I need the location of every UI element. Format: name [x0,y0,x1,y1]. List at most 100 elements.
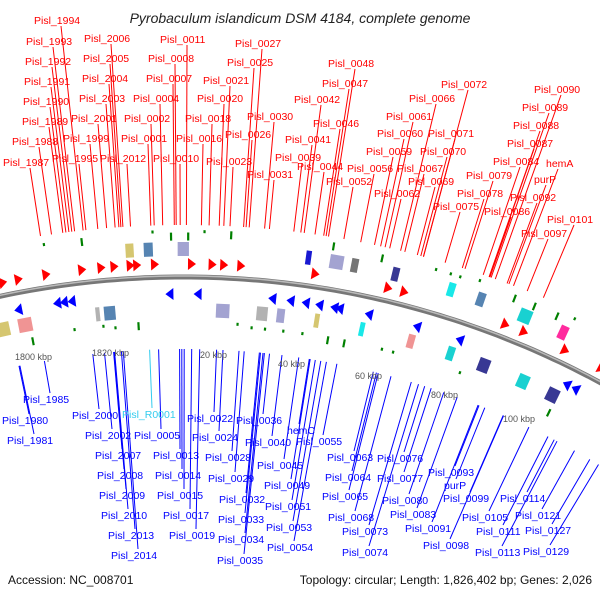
gene-label[interactable]: Pisl_0023 [206,156,252,168]
gene-label[interactable]: Pisl_0073 [342,526,388,538]
gene-label[interactable]: Pisl_0039 [275,152,321,164]
gene-label[interactable]: Pisl_0040 [245,437,291,449]
gene-label[interactable]: Pisl_0105 [462,512,508,524]
gene-label[interactable]: Pisl_0074 [342,547,388,559]
gene-label[interactable]: Pisl_0071 [428,128,474,140]
gene-label[interactable]: Pisl_0092 [510,192,556,204]
gene-label[interactable]: Pisl_0019 [169,530,215,542]
gene-label[interactable]: Pisl_0013 [153,450,199,462]
gene-label[interactable]: Pisl_0127 [525,525,571,537]
gene-label[interactable]: Pisl_2014 [111,550,157,562]
gene-label[interactable]: Pisl_2013 [108,530,154,542]
gene-label[interactable]: Pisl_0002 [124,113,170,125]
gene-label[interactable]: Pisl_0065 [322,491,368,503]
gene-label[interactable]: Pisl_0035 [217,555,263,567]
gene-label[interactable]: Pisl_0048 [328,58,374,70]
gene-label[interactable]: Pisl_R0001 [122,409,176,421]
gene-label[interactable]: Pisl_0114 [500,493,545,505]
gene-label[interactable]: Pisl_0111 [476,526,521,538]
gene-label[interactable]: Pisl_0070 [420,146,466,158]
gene-label[interactable]: Pisl_1985 [23,394,69,406]
gene-label[interactable]: Pisl_0079 [466,170,512,182]
gene-label[interactable]: Pisl_0055 [296,436,342,448]
gene-label[interactable]: Pisl_0051 [265,501,311,513]
gene-label[interactable]: Pisl_1990 [23,96,69,108]
gene-label[interactable]: Pisl_0089 [522,102,568,114]
gene-label[interactable]: Pisl_2002 [85,430,131,442]
gene-label[interactable]: Pisl_0018 [185,113,231,125]
gene-label[interactable]: Pisl_0062 [374,188,420,200]
gene-label[interactable]: Pisl_0053 [266,522,312,534]
gene-label[interactable]: purP [534,174,556,186]
gene-label[interactable]: Pisl_1988 [12,136,58,148]
gene-label[interactable]: Pisl_0016 [176,133,222,145]
gene-label[interactable]: Pisl_1991 [24,76,70,88]
gene-label[interactable]: Pisl_2007 [95,450,141,462]
gene-label[interactable]: Pisl_0014 [155,470,201,482]
gene-label[interactable]: Pisl_0024 [192,432,238,444]
gene-label[interactable]: Pisl_1999 [63,133,109,145]
gene-label[interactable]: Pisl_0059 [366,146,412,158]
gene-label[interactable]: hemA [546,158,573,170]
gene-label[interactable]: Pisl_0007 [146,73,192,85]
gene-label[interactable]: Pisl_1980 [2,415,48,427]
gene-label[interactable]: Pisl_2009 [99,490,145,502]
gene-label[interactable]: Pisl_0033 [218,514,264,526]
gene-label[interactable]: Pisl_0076 [377,453,423,465]
gene-label[interactable]: Pisl_0020 [197,93,243,105]
gene-label[interactable]: Pisl_0121 [515,510,561,522]
gene-label[interactable]: Pisl_0066 [409,93,455,105]
gene-label[interactable]: Pisl_0022 [187,413,233,425]
gene-label[interactable]: Pisl_0008 [148,53,194,65]
gene-label[interactable]: Pisl_0077 [377,473,423,485]
gene-label[interactable]: Pisl_2000 [72,410,118,422]
gene-label[interactable]: Pisl_0032 [219,494,265,506]
gene-label[interactable]: Pisl_2008 [97,470,143,482]
gene-label[interactable]: Pisl_0113 [475,547,520,559]
gene-label[interactable]: Pisl_0129 [523,546,569,558]
gene-label[interactable]: Pisl_0060 [377,128,423,140]
gene-label[interactable]: Pisl_1995 [52,153,98,165]
gene-label[interactable]: Pisl_2005 [83,53,129,65]
gene-label[interactable]: Pisl_0093 [428,467,474,479]
gene-label[interactable]: Pisl_0063 [327,452,373,464]
gene-label[interactable]: Pisl_0083 [390,509,436,521]
gene-label[interactable]: Pisl_0088 [513,120,559,132]
gene-label[interactable]: Pisl_0097 [521,228,567,240]
gene-label[interactable]: Pisl_0010 [153,153,199,165]
gene-label[interactable]: Pisl_1987 [3,157,49,169]
gene-label[interactable]: Pisl_0090 [534,84,580,96]
gene-label[interactable]: Pisl_0030 [247,111,293,123]
gene-label[interactable]: Pisl_0054 [267,542,313,554]
gene-label[interactable]: Pisl_2012 [100,153,146,165]
gene-label[interactable]: Pisl_0069 [408,176,454,188]
gene-label[interactable]: Pisl_1981 [7,435,53,447]
gene-label[interactable]: Pisl_0064 [325,472,371,484]
gene-label[interactable]: Pisl_0098 [423,540,469,552]
gene-label[interactable]: Pisl_0099 [443,493,489,505]
gene-label[interactable]: Pisl_0001 [121,133,167,145]
gene-label[interactable]: Pisl_0026 [225,129,271,141]
gene-label[interactable]: Pisl_0056 [347,163,393,175]
gene-label[interactable]: Pisl_1994 [34,15,80,27]
gene-label[interactable]: Pisl_0025 [227,57,273,69]
gene-label[interactable]: Pisl_0046 [313,118,359,130]
gene-label[interactable]: Pisl_0042 [294,94,340,106]
gene-label[interactable]: Pisl_0005 [134,430,180,442]
gene-label[interactable]: Pisl_0084 [493,156,539,168]
gene-label[interactable]: Pisl_0052 [326,176,372,188]
gene-label[interactable]: hemC [287,425,315,437]
gene-label[interactable]: Pisl_0027 [235,38,281,50]
gene-label[interactable]: Pisl_0067 [397,163,443,175]
gene-label[interactable]: Pisl_0075 [433,201,479,213]
gene-label[interactable]: Pisl_0011 [160,34,205,46]
gene-label[interactable]: Pisl_0072 [441,79,487,91]
gene-label[interactable]: purP [444,480,466,492]
gene-label[interactable]: Pisl_1993 [26,36,72,48]
gene-label[interactable]: Pisl_2001 [71,113,117,125]
gene-label[interactable]: Pisl_0004 [133,93,179,105]
gene-label[interactable]: Pisl_1989 [22,116,68,128]
gene-label[interactable]: Pisl_2004 [82,73,128,85]
gene-label[interactable]: Pisl_0061 [386,111,432,123]
gene-label[interactable]: Pisl_0034 [218,534,264,546]
